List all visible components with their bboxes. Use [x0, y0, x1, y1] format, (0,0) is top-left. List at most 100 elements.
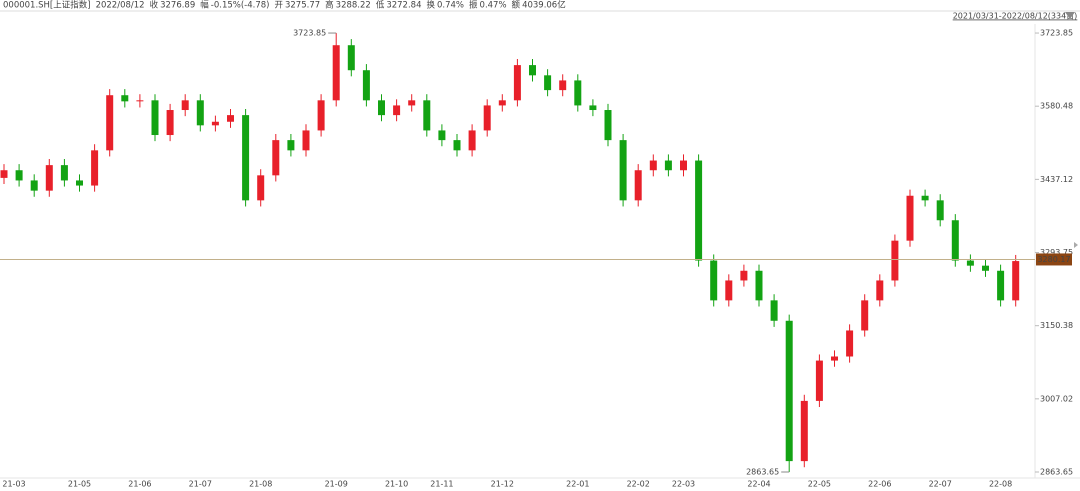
field-label: 开	[274, 1, 283, 11]
candle-body	[997, 270, 1005, 301]
candle-body	[332, 45, 340, 101]
candle-body	[740, 270, 748, 281]
candle-body	[589, 105, 597, 111]
candle-body	[664, 160, 672, 171]
candle-body	[347, 45, 355, 71]
field-value: 3276.89	[160, 1, 195, 11]
last-price-box	[1036, 253, 1072, 266]
candle-body	[951, 220, 959, 261]
candle-body	[574, 80, 582, 106]
field-value: 3288.22	[336, 1, 371, 11]
candle-body	[982, 265, 989, 271]
candle-body	[529, 65, 536, 76]
field-value: -0.15%(-4.78)	[211, 1, 270, 11]
candle-body	[861, 300, 869, 331]
candle-body	[966, 260, 974, 266]
candle-body	[121, 95, 129, 102]
candle-body	[151, 100, 159, 136]
field-label: 换	[426, 0, 435, 11]
y-tick-label: 3723.85	[1040, 29, 1073, 38]
x-tick-label: 22-04	[747, 480, 770, 489]
field-value: 0.47%	[480, 1, 507, 11]
candle-body	[91, 150, 99, 186]
candle-body	[196, 100, 204, 126]
x-tick-label: 22-06	[868, 480, 891, 489]
y-tick-label: 3437.12	[1040, 175, 1073, 184]
candle-body	[544, 75, 552, 91]
candle-body	[362, 70, 370, 101]
field-label: 低	[376, 0, 385, 11]
candle-body	[60, 165, 68, 181]
candle-body	[710, 260, 718, 301]
x-tick-label: 21-12	[491, 480, 514, 489]
candle-body	[619, 140, 627, 201]
range-dropdown[interactable]	[1065, 12, 1075, 19]
candle-body	[136, 100, 144, 102]
candle-body	[317, 100, 325, 131]
max-label: 3723.85	[293, 29, 326, 38]
y-tick-label: 2863.65	[1040, 468, 1073, 477]
x-tick-label: 21-03	[2, 480, 25, 489]
min-label: 2863.65	[746, 468, 779, 477]
field-label: 收	[150, 0, 159, 11]
header: 000001.SH[上证指数] 2022/08/12 收 3276.89 幅 -0.15%…	[3, 0, 566, 11]
y-tick-label: 3150.38	[1040, 321, 1073, 330]
candle-body	[211, 121, 219, 126]
field-value: 3272.84	[386, 1, 421, 11]
candle-body	[725, 280, 733, 301]
candle-body	[634, 170, 642, 201]
candle-body	[498, 100, 506, 106]
candle-body	[257, 175, 265, 201]
x-tick-label: 22-05	[808, 480, 831, 489]
last-price-label: 3280.17	[1037, 255, 1070, 264]
candle-body	[906, 195, 914, 241]
candle-body	[393, 105, 401, 116]
candle-body	[936, 200, 944, 221]
candle-body	[76, 180, 83, 186]
x-tick-label: 21-10	[385, 480, 408, 489]
candle-body	[242, 115, 250, 201]
candle-body	[438, 130, 446, 141]
candle-body	[106, 95, 114, 151]
candle-body	[468, 130, 476, 151]
x-tick-label: 21-05	[68, 480, 91, 489]
candle-body	[876, 280, 884, 301]
x-tick-label: 22-01	[566, 480, 589, 489]
candle-body	[785, 320, 793, 462]
candle-body	[1012, 261, 1020, 301]
candle-body	[921, 195, 929, 201]
x-tick-label: 21-06	[128, 480, 151, 489]
candle-body	[695, 160, 703, 261]
x-tick-label: 22-02	[627, 480, 650, 489]
x-tick-label: 22-08	[989, 480, 1012, 489]
x-tick-label: 22-03	[672, 480, 695, 489]
y-tick-label: 3580.48	[1040, 102, 1073, 111]
date: 2022/08/12	[96, 1, 145, 11]
field-value: 4039.06亿	[522, 0, 566, 11]
candle-body	[680, 160, 687, 171]
candle-body	[287, 140, 295, 151]
candle-body	[831, 356, 838, 361]
field-label: 振	[469, 0, 478, 11]
candle-body	[166, 110, 174, 136]
candle-body	[423, 100, 431, 131]
range-label: 2021/03/31-2022/08/12(334日)	[953, 12, 1078, 21]
y-tick-label: 3007.02	[1040, 394, 1073, 403]
field-label: 高	[325, 0, 334, 11]
field-value: 3275.77	[285, 1, 320, 11]
candle-body	[604, 110, 612, 141]
candle-body	[272, 140, 280, 176]
field-value: 0.74%	[437, 1, 464, 11]
candle-body	[15, 170, 23, 181]
symbol: 000001.SH[上证指数]	[3, 0, 91, 11]
side-toggle[interactable]	[1074, 242, 1078, 248]
candle-body	[0, 170, 8, 178]
x-tick-label: 21-11	[430, 480, 453, 489]
candle-body	[453, 140, 461, 151]
candle-body	[800, 400, 808, 462]
candle-body	[45, 165, 53, 191]
candle-body	[770, 300, 778, 321]
candle-body	[227, 115, 234, 122]
x-tick-label: 21-07	[189, 480, 212, 489]
